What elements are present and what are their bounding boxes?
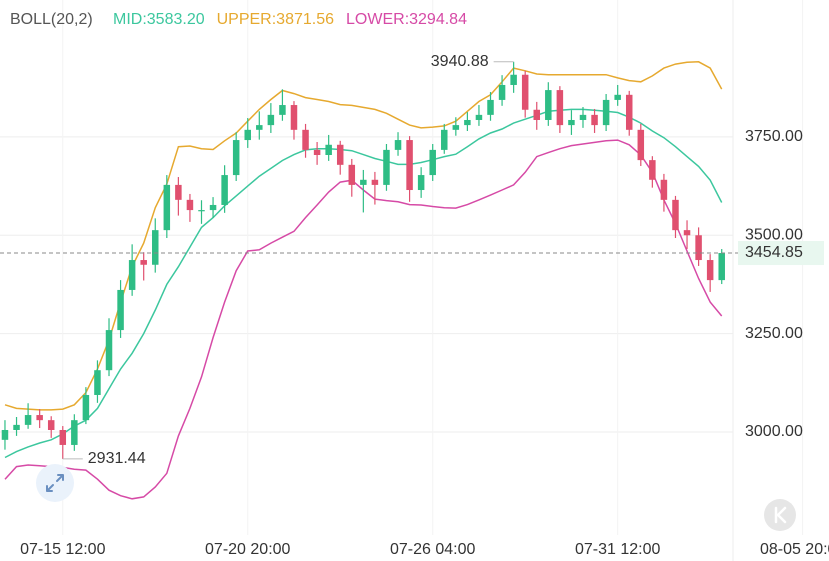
candle-body	[152, 230, 159, 265]
legend-entry: LOWER:3294.84	[346, 11, 467, 28]
candle-body	[140, 260, 147, 265]
candle-body	[429, 149, 436, 176]
candle-body	[487, 99, 494, 115]
candle-body	[117, 289, 124, 331]
candle-body	[128, 260, 136, 290]
y-tick-label: 3500.00	[745, 226, 803, 243]
candle-body	[59, 429, 67, 445]
band-line	[4, 61, 723, 411]
candles	[1, 61, 725, 459]
candle-body	[394, 140, 402, 150]
price-label: 3454.85	[745, 244, 803, 261]
band-line	[4, 108, 723, 459]
candle-body	[614, 94, 621, 100]
candle-body	[533, 109, 541, 120]
candle-body	[545, 90, 552, 120]
candle-body	[348, 164, 356, 185]
candle-body	[660, 179, 668, 200]
candle-body	[13, 424, 20, 430]
candle-body	[441, 129, 448, 150]
y-tick-label: 3250.00	[745, 325, 803, 342]
candle-body	[521, 74, 529, 110]
candle-body	[556, 90, 564, 126]
labels: 3000.00 3250.00 3500.00 3750.00 07-15 12:00 0…	[0, 11, 829, 558]
candle-body	[695, 235, 702, 261]
candle-body	[105, 330, 113, 371]
expand-icon	[46, 474, 64, 492]
candle-body	[47, 420, 55, 430]
candle-body	[24, 415, 32, 425]
candle-body	[383, 149, 390, 185]
candle-body	[625, 94, 633, 130]
y-tick-label: 3750.00	[745, 128, 803, 145]
x-tick-label: 07-15 12:00	[20, 541, 106, 558]
candle-body	[186, 199, 194, 211]
candle-body	[568, 119, 575, 126]
x-tick-label: 07-26 04:00	[390, 541, 476, 558]
price-badge	[738, 241, 824, 266]
candle-body	[244, 129, 251, 141]
candle-body	[302, 129, 309, 150]
candle-body	[232, 140, 240, 176]
candle-body	[510, 74, 517, 85]
candle-body	[649, 160, 656, 180]
candle-body	[290, 105, 298, 130]
legend-entry: MID:3583.20	[113, 11, 205, 28]
legend-entry: UPPER:3871.56	[217, 11, 335, 28]
candle-body	[221, 175, 228, 205]
candle-body	[198, 210, 205, 212]
candle-body	[1, 429, 9, 440]
candle-body	[417, 175, 425, 191]
x-tick-label: 07-20 20:00	[205, 541, 291, 558]
candle-body	[336, 144, 344, 165]
candle-body	[325, 144, 332, 156]
candle-body	[602, 99, 610, 126]
candle-body	[672, 199, 679, 231]
high-annotation: 3940.88	[431, 53, 489, 70]
candle-body	[209, 204, 217, 211]
candle-body	[406, 140, 413, 191]
candle-body	[683, 230, 691, 236]
candle-body	[637, 129, 645, 161]
expand-button[interactable]	[36, 464, 74, 502]
candle-body	[256, 125, 263, 130]
candle-body	[591, 114, 598, 126]
grid	[0, 0, 804, 535]
candle-body	[718, 253, 725, 281]
candle-body	[36, 415, 43, 421]
candle-body	[452, 125, 460, 130]
candle-body	[579, 114, 587, 120]
candle-body	[175, 184, 182, 200]
candle-body	[706, 260, 714, 281]
scroll-end-button[interactable]	[764, 499, 796, 531]
low-annotation: 2931.44	[88, 450, 146, 467]
x-tick-label: 07-31 12:00	[575, 541, 661, 558]
candle-body	[163, 184, 171, 231]
candle-body	[267, 114, 275, 126]
scroll-end-icon	[774, 506, 787, 524]
candle-body	[475, 114, 483, 120]
y-tick-label: 3000.00	[745, 423, 803, 440]
candle-body	[464, 119, 471, 126]
candle-body	[360, 179, 367, 185]
candle-body	[313, 149, 321, 156]
candle-body	[371, 179, 379, 185]
indicator-label: BOLL(20,2)	[10, 11, 93, 28]
candle-body	[279, 105, 286, 115]
candle-body	[498, 84, 506, 100]
candle-body	[82, 394, 90, 421]
candle-body	[94, 370, 101, 395]
x-tick-label: 08-05 20:00	[760, 541, 829, 558]
candle-body	[71, 420, 78, 445]
